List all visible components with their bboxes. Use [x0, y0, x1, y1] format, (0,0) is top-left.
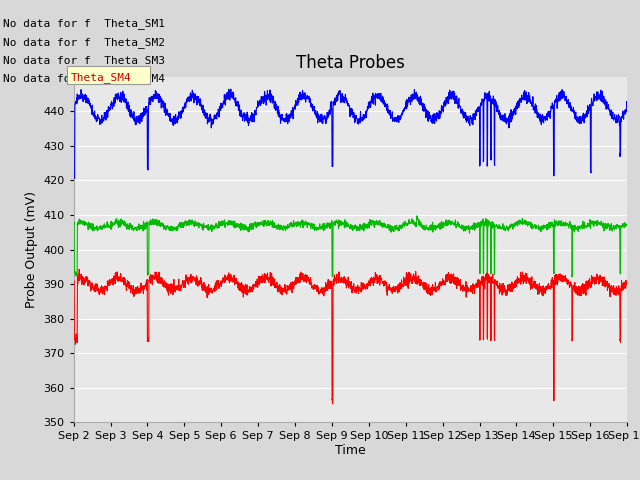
Text: No data for f  Theta_SM3: No data for f Theta_SM3 [3, 55, 165, 66]
Y-axis label: Probe Output (mV): Probe Output (mV) [25, 191, 38, 308]
Text: No data for f  Theta_SM2: No data for f Theta_SM2 [3, 36, 165, 48]
Text: No data for f  Theta_SM4: No data for f Theta_SM4 [3, 73, 165, 84]
Text: No data for f  Theta_SM1: No data for f Theta_SM1 [3, 18, 165, 29]
Text: Theta_SM4: Theta_SM4 [70, 72, 131, 83]
Title: Theta Probes: Theta Probes [296, 54, 405, 72]
X-axis label: Time: Time [335, 444, 366, 457]
